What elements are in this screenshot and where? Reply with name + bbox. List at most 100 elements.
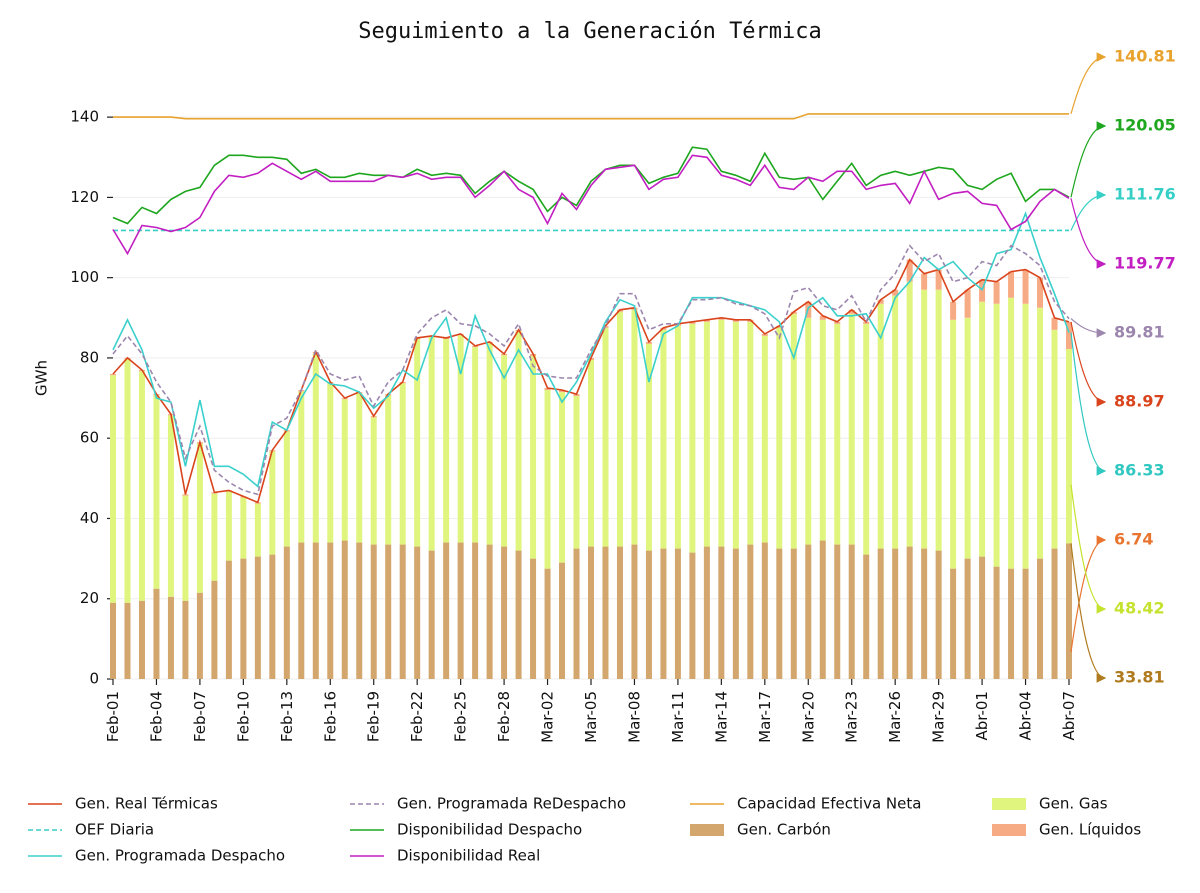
bar (906, 546, 913, 679)
bar (370, 417, 377, 545)
annotation-arrow (1070, 332, 1107, 476)
bar (776, 327, 783, 549)
bar (153, 395, 160, 589)
bar (414, 339, 421, 547)
x-tick-label: Mar-23 (843, 691, 861, 743)
bar (834, 323, 841, 545)
legend-label: Disponibilidad Despacho (397, 821, 582, 839)
bar (660, 548, 667, 679)
legend-label: Capacidad Efectiva Neta (737, 795, 921, 813)
legend-swatch (992, 798, 1026, 810)
chart-title: Seguimiento a la Generación Térmica (358, 19, 822, 44)
bar (689, 323, 696, 553)
annotation-arrow (1070, 52, 1107, 115)
x-tick-label: Mar-17 (756, 691, 774, 743)
bar (370, 544, 377, 679)
bar (863, 323, 870, 555)
annotation-label: 120.05 (1114, 116, 1176, 135)
bar (110, 602, 116, 679)
bar (689, 321, 696, 324)
bar (732, 548, 739, 679)
bar (703, 319, 710, 322)
bar (935, 269, 942, 290)
x-tick-label: Feb-13 (278, 691, 296, 742)
bar (443, 542, 450, 679)
legend-label: Gen. Gas (1039, 795, 1108, 813)
series-line (112, 244, 1070, 496)
series-line (112, 211, 1070, 488)
x-tick-label: Mar-02 (539, 691, 557, 743)
bar (196, 592, 203, 679)
bar (211, 493, 218, 581)
bar (964, 289, 971, 318)
annotation-label: 6.74 (1114, 530, 1153, 549)
x-tick-label: Feb-04 (147, 691, 165, 742)
bar (225, 560, 232, 679)
bar (761, 335, 768, 543)
bar (631, 309, 638, 545)
bar (950, 568, 957, 679)
bar (515, 331, 522, 551)
y-tick-label: 140 (70, 108, 99, 126)
bar (428, 337, 435, 551)
bar (414, 546, 421, 679)
annotation-label: 86.33 (1114, 461, 1165, 480)
bar (848, 544, 855, 679)
bar (602, 327, 609, 547)
bar (530, 558, 537, 679)
bar (732, 319, 739, 322)
bar (559, 390, 566, 393)
bar (761, 333, 768, 336)
bar (674, 548, 681, 679)
bar (486, 343, 493, 545)
legend-swatch (690, 824, 724, 836)
series-line (112, 154, 1070, 256)
bar (848, 313, 855, 545)
bar (732, 321, 739, 549)
x-tick-label: Mar-29 (930, 691, 948, 743)
bar (660, 329, 667, 549)
x-tick-label: Mar-26 (886, 691, 904, 743)
bar (544, 568, 551, 679)
y-tick-label: 120 (70, 188, 99, 206)
bar (138, 371, 145, 601)
bar (399, 544, 406, 679)
bar (312, 542, 319, 679)
x-tick-label: Mar-20 (799, 691, 817, 743)
bar (124, 602, 131, 679)
x-tick-label: Mar-11 (669, 691, 687, 743)
bar (790, 313, 797, 549)
x-tick-label: Feb-01 (104, 691, 122, 742)
bar (182, 495, 189, 601)
bar (834, 544, 841, 679)
bar (1066, 321, 1072, 349)
bar (1037, 277, 1044, 308)
bar (747, 544, 754, 679)
bar (1022, 568, 1029, 679)
bar (819, 315, 826, 320)
bar (240, 558, 247, 679)
bar (645, 343, 652, 551)
bar (254, 556, 261, 679)
bar (616, 546, 623, 679)
annotation-label: 33.81 (1114, 668, 1165, 687)
annotation-label: 119.77 (1114, 254, 1176, 273)
legend-swatch (992, 824, 1026, 836)
bar (993, 566, 1000, 679)
bar (167, 596, 174, 679)
bar (631, 544, 638, 679)
annotation-label: 48.42 (1114, 599, 1165, 618)
bar (182, 494, 189, 496)
bar (1051, 317, 1058, 330)
bar (515, 550, 522, 679)
y-tick-label: 60 (80, 429, 99, 447)
x-tick-label: Feb-25 (452, 691, 470, 742)
bar (298, 542, 305, 679)
bar (472, 542, 479, 679)
bar (703, 321, 710, 547)
bar (573, 548, 580, 679)
bar (979, 556, 986, 679)
bar (689, 552, 696, 679)
annotation-arrow (1070, 121, 1107, 198)
bar (1008, 568, 1015, 679)
